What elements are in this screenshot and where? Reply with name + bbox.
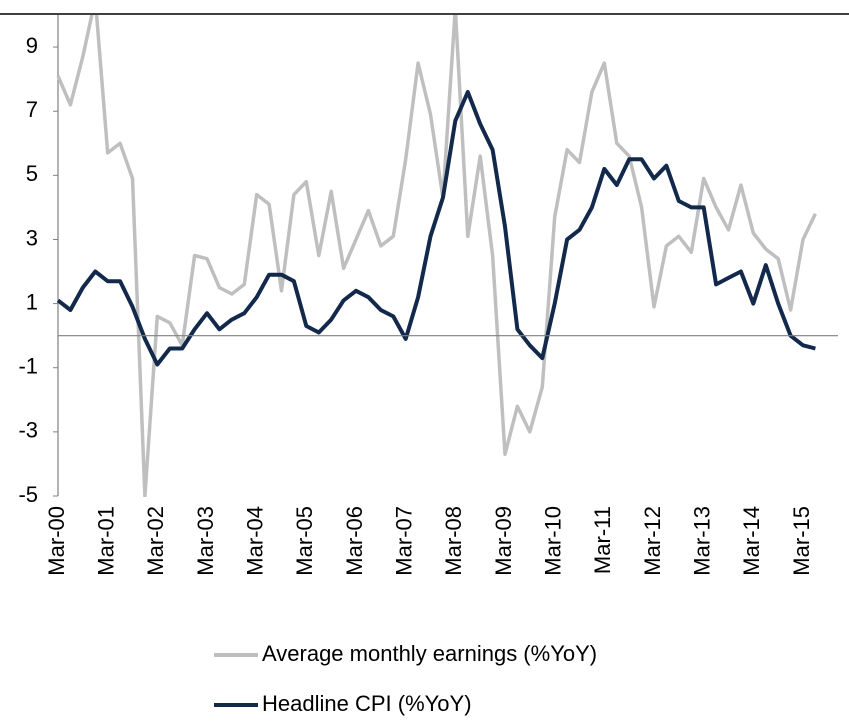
series-line [56,15,817,497]
y-tick-label: -5 [18,482,38,507]
y-tick-label: -1 [18,354,38,379]
x-tick-label: Mar-04 [242,506,267,576]
x-tick-label: Mar-07 [391,506,416,576]
series-line [56,90,816,367]
legend-label: Headline CPI (%YoY) [262,691,472,716]
y-tick-label: 9 [26,33,38,58]
x-tick-label: Mar-03 [193,506,218,576]
x-tick-label: Mar-11 [590,506,615,574]
y-tick-label: 5 [26,161,38,186]
y-tick-label: 1 [26,289,38,314]
x-tick-label: Mar-12 [640,506,665,576]
y-tick-label: -3 [18,418,38,443]
plot-area [56,15,817,497]
x-tick-label: Mar-13 [689,506,714,576]
x-tick-label: Mar-00 [44,506,69,576]
x-tick-label: Mar-15 [789,506,814,576]
x-tick-label: Mar-02 [143,506,168,576]
x-tick-label: Mar-05 [292,506,317,576]
x-tick-label: Mar-10 [540,506,565,576]
y-tick-label: 3 [26,225,38,250]
legend-label: Average monthly earnings (%YoY) [262,641,597,666]
y-tick-label: 7 [26,97,38,122]
x-tick-label: Mar-06 [342,506,367,576]
x-tick-label: Mar-09 [491,506,516,576]
x-tick-label: Mar-08 [441,506,466,576]
x-tick-label: Mar-01 [93,506,118,576]
x-tick-label: Mar-14 [739,506,764,576]
